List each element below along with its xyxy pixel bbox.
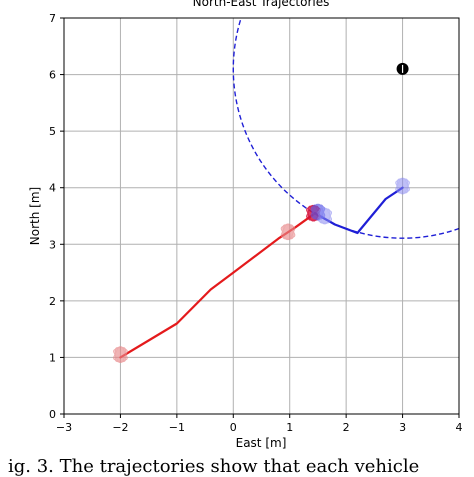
blue-vehicle-marker: [317, 207, 333, 225]
x-tick-label: −3: [56, 421, 72, 434]
x-tick-label: 4: [456, 421, 463, 434]
axis-ticks: −3 −2 −1 0 1 2 3 4 0 1 2 3 4 5 6 7: [49, 12, 463, 434]
plot-frame: [63, 17, 460, 415]
chart-title: North-East Trajectories: [193, 0, 330, 9]
x-tick-label: 1: [286, 421, 293, 434]
y-tick-label: 1: [49, 351, 56, 364]
red-trajectory-line: [119, 212, 317, 359]
plot-background: [64, 18, 459, 414]
y-tick-label: 6: [49, 69, 56, 82]
y-tick-label: 2: [49, 295, 56, 308]
y-tick-label: 4: [49, 182, 56, 195]
x-tick-label: −2: [112, 421, 128, 434]
x-tick-label: 0: [230, 421, 237, 434]
y-axis-label: North [m]: [28, 187, 42, 245]
safety-radius-circle: [232, 18, 459, 239]
y-tick-label: 5: [49, 125, 56, 138]
target-marker: [396, 62, 409, 75]
red-vehicle-marker: [113, 346, 128, 363]
x-tick-label: 3: [399, 421, 406, 434]
marker-layer: [113, 62, 410, 363]
series-layer: [119, 18, 459, 359]
figure-caption: ig. 3. The trajectories show that each v…: [8, 456, 420, 477]
red-vehicle-marker: [280, 223, 296, 241]
x-axis-label: East [m]: [236, 436, 287, 450]
y-tick-label: 7: [49, 12, 56, 25]
blue-vehicle-marker: [395, 177, 410, 195]
chart-figure: −3 −2 −1 0 1 2 3 4 0 1 2 3 4 5 6 7 North-East Trajector…: [28, 0, 463, 450]
y-tick-label: 0: [49, 408, 56, 421]
y-tick-label: 3: [49, 238, 56, 251]
x-tick-label: 2: [343, 421, 350, 434]
x-tick-label: −1: [169, 421, 185, 434]
